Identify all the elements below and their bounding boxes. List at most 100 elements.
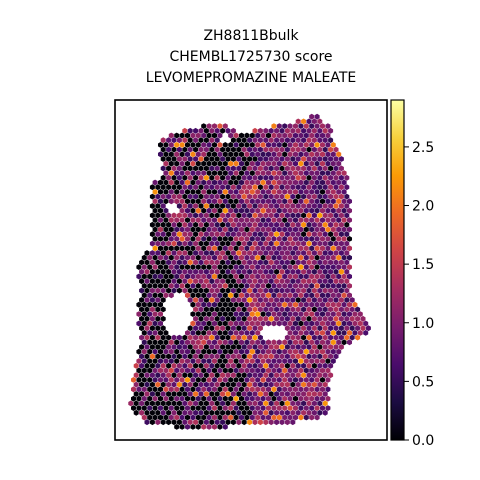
hex-spot: [236, 184, 242, 191]
hex-spot: [263, 174, 269, 181]
hex-spot: [238, 236, 245, 242]
hex-spot: [176, 259, 182, 266]
hex-spot: [292, 245, 299, 252]
hex-spot: [290, 146, 296, 153]
hex-spot: [238, 254, 245, 261]
hex-spot: [184, 339, 191, 346]
hex-spot: [314, 226, 320, 233]
hex-spot: [265, 301, 272, 308]
hex-spot: [182, 287, 188, 294]
hex-spot: [211, 132, 218, 139]
hex-spot: [187, 231, 193, 238]
hex-spot: [247, 174, 253, 181]
hex-spot: [247, 203, 253, 209]
hex-spot: [160, 278, 166, 285]
hex-spot: [182, 381, 188, 388]
hex-spot: [217, 348, 223, 355]
hex-spot: [198, 391, 204, 397]
hex-spot: [176, 381, 182, 388]
hex-spot: [338, 165, 344, 172]
hex-spot: [238, 320, 245, 327]
hex-spot: [214, 137, 220, 144]
hex-spot: [157, 207, 164, 214]
hex-spot: [257, 409, 263, 416]
hex-spot: [265, 348, 272, 355]
hex-spot: [346, 320, 353, 327]
hex-spot: [311, 306, 317, 313]
hex-spot: [255, 292, 261, 299]
hex-spot: [222, 123, 228, 129]
hex-spot: [233, 273, 239, 280]
hex-spot: [225, 212, 231, 219]
hex-spot: [257, 203, 263, 209]
hex-spot: [238, 179, 245, 186]
hex-spot: [152, 254, 158, 261]
hex-spot: [303, 245, 309, 252]
hex-spot: [255, 283, 261, 289]
hex-spot: [211, 236, 218, 242]
hex-spot: [282, 301, 288, 308]
hex-spot: [157, 189, 164, 195]
hex-spot: [141, 273, 147, 280]
hex-spot: [252, 400, 258, 407]
hex-spot: [160, 212, 166, 219]
hex-spot: [252, 344, 258, 350]
hex-spot: [260, 217, 266, 223]
hex-spot: [279, 391, 285, 397]
hex-spot: [295, 156, 301, 162]
hex-spot: [160, 137, 166, 144]
hex-spot: [344, 203, 350, 209]
hex-spot: [268, 212, 274, 219]
hex-spot: [290, 334, 296, 341]
hex-spot: [187, 193, 193, 200]
hex-spot: [265, 367, 272, 374]
hex-spot: [233, 142, 239, 148]
hex-spot: [201, 405, 207, 411]
hex-spot: [255, 160, 261, 167]
hex-spot: [349, 297, 355, 303]
hex-spot: [233, 226, 239, 233]
hex-spot: [236, 287, 242, 294]
hex-spot: [317, 353, 323, 360]
hex-spot: [317, 259, 323, 266]
hex-spot: [211, 245, 218, 252]
hex-spot: [179, 189, 185, 195]
hex-spot: [260, 160, 266, 167]
hex-spot: [290, 231, 296, 238]
hex-spot: [309, 132, 315, 139]
hex-spot: [238, 292, 245, 299]
hex-spot: [217, 405, 223, 411]
hex-spot: [157, 414, 164, 421]
hex-spot: [279, 221, 285, 228]
hex-spot: [328, 165, 334, 172]
hex-spot: [290, 268, 296, 275]
hex-spot: [255, 189, 261, 195]
hex-spot: [298, 405, 304, 411]
hex-spot: [314, 254, 320, 261]
hex-spot: [214, 146, 220, 153]
hex-spot: [276, 160, 282, 167]
hex-spot: [276, 207, 282, 214]
hex-spot: [168, 292, 174, 299]
hex-spot: [149, 362, 155, 369]
hex-spot: [241, 156, 247, 162]
hex-spot: [249, 386, 255, 393]
hex-spot: [249, 198, 255, 205]
hex-spot: [168, 283, 174, 289]
hex-spot: [355, 306, 361, 313]
hex-spot: [344, 259, 350, 266]
hex-spot: [193, 221, 199, 228]
hex-spot: [244, 292, 250, 299]
hex-spot: [346, 236, 353, 242]
hex-spot: [238, 301, 245, 308]
hex-spot: [171, 184, 177, 191]
hex-spot: [214, 372, 220, 379]
hex-spot: [260, 292, 266, 299]
hex-spot: [209, 127, 215, 134]
hex-spot: [168, 386, 174, 393]
hex-spot: [255, 179, 261, 186]
hex-spot: [279, 315, 285, 322]
hex-spot: [190, 170, 196, 176]
hex-spot: [136, 395, 142, 402]
hex-spot: [317, 193, 323, 200]
